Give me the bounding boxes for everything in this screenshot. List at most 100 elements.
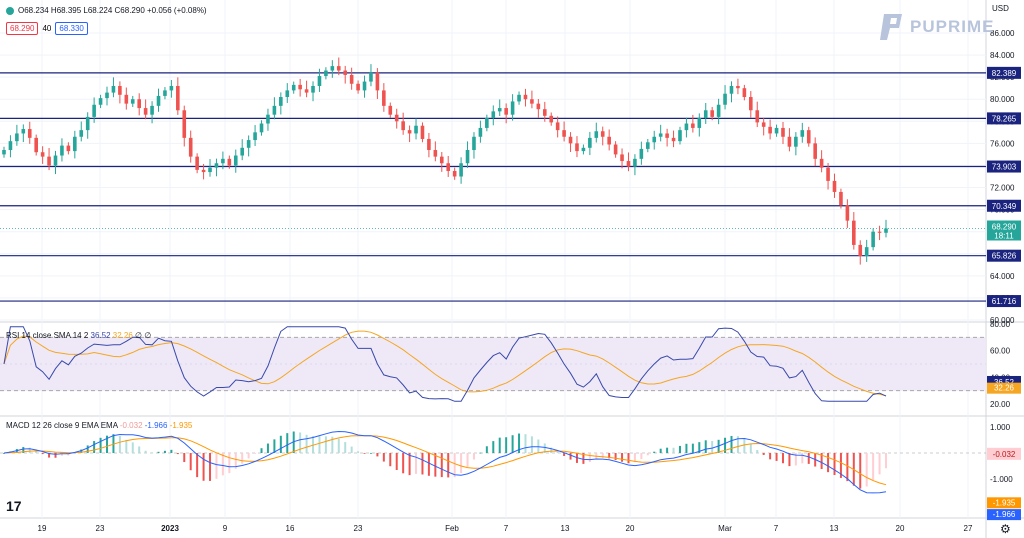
candle-body — [549, 115, 554, 123]
macd-histogram-bar — [273, 439, 276, 453]
macd-histogram-bar — [447, 453, 450, 478]
time-tick-label: 13 — [830, 524, 839, 533]
macd-histogram-bar — [260, 448, 263, 453]
macd-histogram-bar — [118, 435, 121, 453]
currency-label[interactable]: USD — [992, 4, 1009, 13]
candle-body — [311, 85, 315, 93]
candle-body — [407, 130, 412, 134]
macd-histogram-bar — [646, 453, 649, 456]
candle-body — [240, 147, 245, 156]
brand-logo: PUPRIME — [878, 12, 994, 42]
price-tick-label: 60.000 — [990, 316, 1015, 325]
tradingview-logo-icon[interactable]: 17 — [6, 498, 22, 514]
macd-histogram-bar — [389, 453, 392, 467]
candle-body — [665, 133, 669, 138]
time-tick-label: 9 — [223, 524, 228, 533]
candle-body — [53, 155, 58, 166]
macd-histogram-bar — [666, 447, 669, 453]
candle-body — [375, 72, 380, 91]
candle-body — [826, 167, 830, 181]
macd-histogram-bar — [408, 453, 411, 476]
macd-histogram-bar — [93, 441, 96, 453]
candle-body — [806, 130, 811, 144]
time-tick-label: Feb — [445, 524, 459, 533]
macd-histogram-bar — [254, 453, 257, 454]
macd-histogram-bar — [41, 453, 44, 455]
candle-body — [620, 154, 624, 162]
time-tick-label: 23 — [354, 524, 363, 533]
buy-button[interactable]: 68.330 — [55, 22, 88, 35]
macd-histogram-bar — [241, 453, 244, 464]
candle-body — [439, 156, 444, 164]
candle-body — [485, 117, 489, 128]
candle-body — [530, 99, 534, 104]
macd-histogram-bar — [106, 435, 109, 453]
macd-histogram-bar — [492, 441, 495, 453]
macd-histogram-bar — [859, 453, 862, 489]
candle-body — [227, 158, 232, 166]
macd-histogram-bar — [324, 436, 327, 453]
macd-tick-label: -1.000 — [990, 475, 1013, 484]
macd-tick-label: 1.000 — [990, 423, 1011, 432]
macd-histogram-bar — [640, 453, 643, 459]
macd-histogram-bar — [382, 453, 385, 462]
candle-body — [755, 110, 760, 123]
macd-histogram-bar — [453, 453, 456, 478]
candle-body — [613, 144, 618, 155]
macd-histogram-bar — [337, 438, 340, 453]
macd-histogram-bar — [698, 442, 701, 453]
macd-histogram-bar — [183, 453, 186, 463]
time-tick-label: 20 — [626, 524, 635, 533]
macd-histogram-bar — [627, 453, 630, 464]
countdown-label: 18:11 — [994, 231, 1014, 240]
candle-body — [40, 152, 45, 157]
macd-value-box — [987, 509, 1021, 521]
macd-histogram-bar — [588, 453, 591, 463]
candle-body — [317, 76, 322, 86]
candle-body — [877, 231, 882, 233]
candle-body — [92, 104, 96, 117]
candle-body — [594, 131, 599, 138]
macd-indicator — [0, 430, 986, 494]
candle-body — [221, 158, 225, 164]
rsi-current: 36.52 — [90, 331, 111, 340]
candle-body — [729, 85, 734, 94]
rsi-legend: RSI 14 close SMA 14 2 36.52 32.26 ∅ ∅ — [6, 331, 151, 340]
macd-histogram-bar — [54, 453, 57, 458]
gear-icon[interactable]: ⚙ — [1000, 522, 1011, 536]
candle-body — [588, 137, 592, 148]
time-tick-label: 19 — [38, 524, 47, 533]
macd-histogram-bar — [827, 453, 830, 473]
market-status-icon — [6, 6, 14, 15]
candle-body — [723, 93, 727, 105]
candle-body — [465, 150, 470, 164]
candle-body — [523, 94, 528, 100]
candle-body — [645, 142, 650, 149]
macd-histogram-bar — [112, 434, 115, 453]
candle-body — [626, 161, 631, 167]
macd-histogram-bar — [228, 453, 231, 474]
candle-body — [163, 90, 167, 96]
candle-body — [298, 84, 302, 90]
price-axis[interactable]: 60.00062.00064.00066.00068.00070.00072.0… — [987, 29, 1021, 521]
candle-body — [871, 231, 875, 248]
sell-button[interactable]: 68.290 — [6, 22, 39, 35]
macd-histogram-bar — [138, 446, 141, 453]
price-tick-label: 72.000 — [990, 184, 1015, 193]
macd-histogram-bar — [691, 443, 694, 453]
candle-body — [433, 150, 438, 157]
macd-histogram-bar — [743, 438, 746, 453]
macd-histogram-bar — [775, 453, 778, 461]
macd-histogram-bar — [801, 453, 804, 464]
macd-histogram-bar — [530, 436, 533, 453]
macd-histogram-bar — [331, 436, 334, 453]
candle-body — [639, 148, 644, 159]
level-price-box — [987, 160, 1021, 173]
candle-body — [710, 110, 714, 117]
time-axis[interactable]: 19 23 2023 9 16 23 Feb 7 13 20 Mar 7 13 20 27 — [38, 524, 973, 533]
candle-body — [864, 247, 869, 256]
candle-body — [742, 88, 747, 98]
candle-body — [420, 125, 425, 139]
candle-body — [768, 126, 772, 134]
